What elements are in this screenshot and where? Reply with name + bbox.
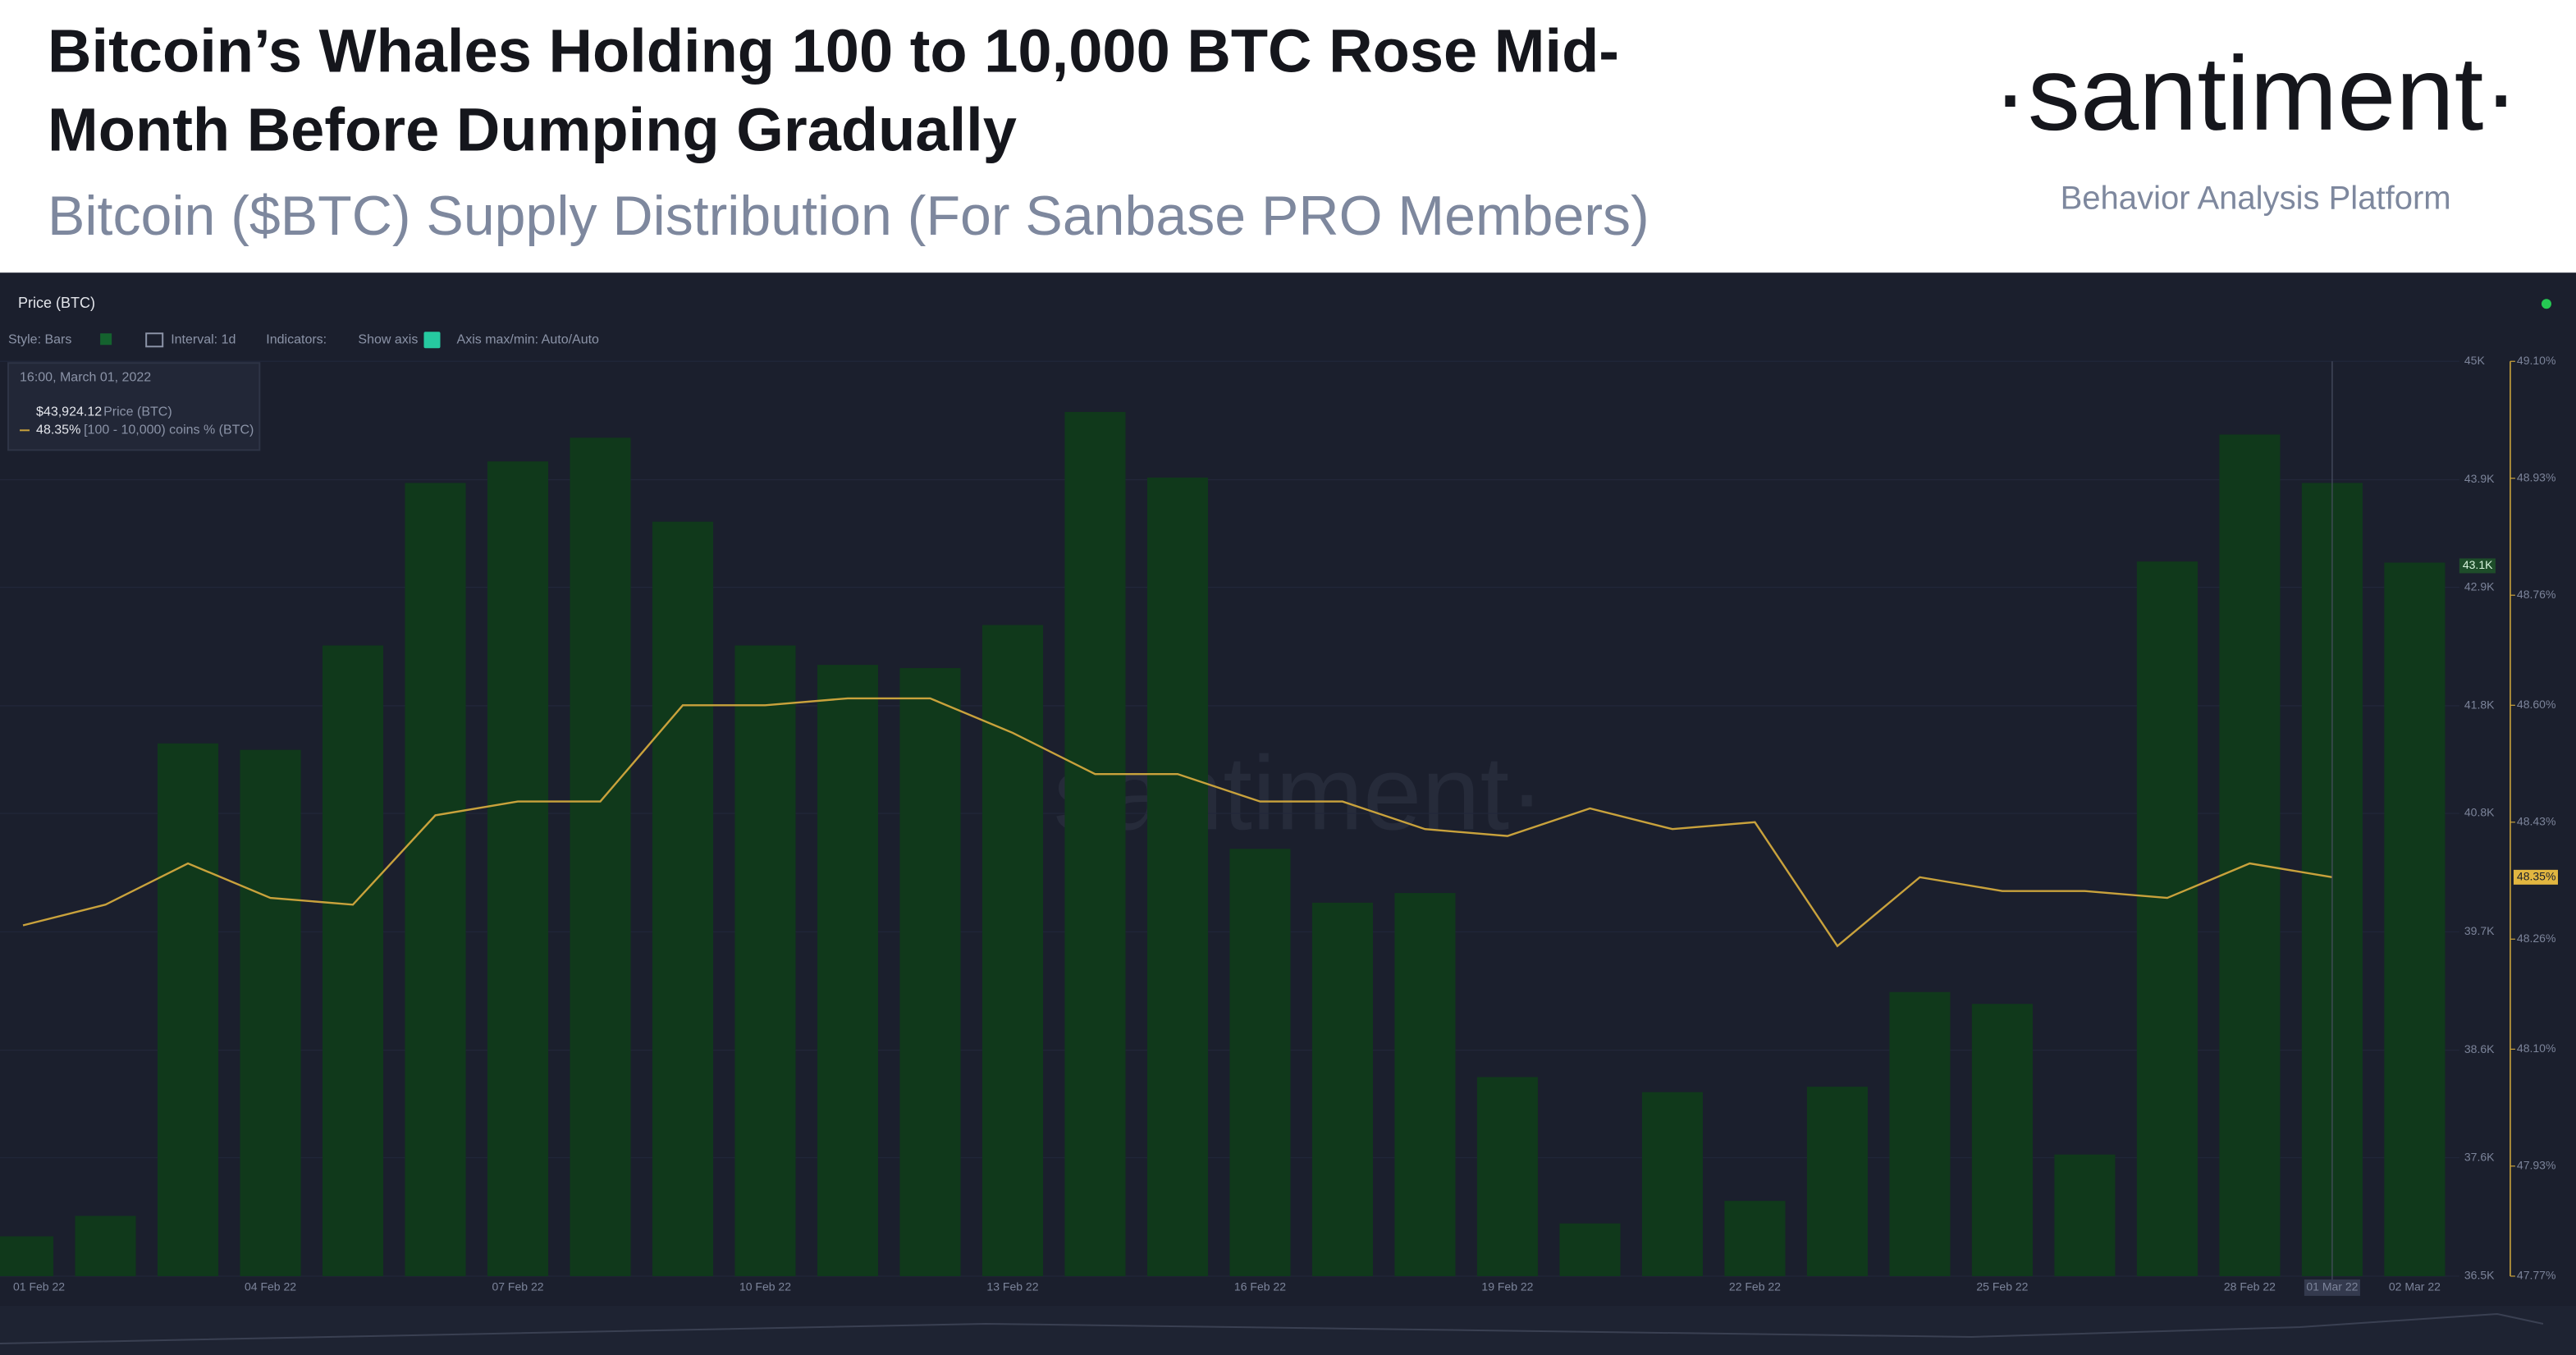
line: [22, 697, 2333, 948]
y2-tick-label: 48.10%: [2517, 1041, 2555, 1055]
bar: [1724, 1201, 1786, 1276]
navigator[interactable]: [0, 1305, 2576, 1355]
y2-tick-label: 48.93%: [2517, 470, 2555, 483]
y-tick-label: 38.6K: [2464, 1042, 2495, 1055]
y-tick-label: 39.7K: [2464, 924, 2495, 937]
bar: [2054, 1154, 2116, 1276]
tagline: Behavior Analysis Platform: [2061, 181, 2451, 217]
bar: [1971, 1004, 2033, 1276]
y2-tick-label: 48.43%: [2517, 814, 2555, 827]
bar: [652, 521, 714, 1276]
bar: [0, 1236, 54, 1276]
navigator-line: [0, 1312, 2544, 1344]
subtitle: Bitcoin ($BTC) Supply Distribution (For …: [48, 185, 1649, 247]
y-tick-label: 40.8K: [2464, 806, 2495, 819]
color-swatch[interactable]: [100, 333, 112, 346]
bar: [157, 743, 219, 1276]
y2-tick-label: 47.93%: [2517, 1159, 2555, 1172]
tooltip-price: $43,924.12: [36, 405, 102, 419]
y2-tick-label: 48.60%: [2517, 698, 2555, 711]
bar: [2219, 434, 2281, 1276]
bar: [1064, 411, 1126, 1276]
x-tick-label: 01 Mar 22: [2306, 1280, 2358, 1293]
bar: [1559, 1223, 1621, 1276]
x-tick-label: 13 Feb 22: [986, 1280, 1038, 1293]
interval-icon: [145, 332, 164, 348]
y2-tick-label: 49.10%: [2517, 354, 2555, 367]
tooltip-date: 16:00, March 01, 2022: [20, 371, 151, 385]
line-badge-bg: [2513, 869, 2558, 885]
bar: [75, 1215, 136, 1276]
bar: [1311, 902, 1373, 1276]
bar: [899, 668, 961, 1276]
header-bg: [0, 0, 2576, 273]
bar: [1394, 893, 1456, 1276]
toolbar-interval[interactable]: Interval: 1d: [171, 332, 236, 346]
x-tick-label: 25 Feb 22: [1976, 1280, 2028, 1293]
bar: [487, 461, 549, 1276]
checkbox[interactable]: [423, 332, 441, 349]
bar: [1641, 1092, 1703, 1276]
metric-label[interactable]: Price (BTC): [18, 295, 95, 311]
x-tick-label: 02 Mar 22: [2389, 1280, 2441, 1293]
x-tick-label: 04 Feb 22: [245, 1280, 296, 1293]
plot: ·santiment·45K43.9K42.9K41.8K40.8K39.7K3…: [0, 354, 2558, 1296]
y-tick-label: 37.6K: [2464, 1150, 2495, 1163]
x-tick-label: 10 Feb 22: [739, 1280, 791, 1293]
bar: [1476, 1077, 1538, 1276]
toolbar-show-axis[interactable]: Show axis: [358, 332, 418, 346]
bar: [2384, 562, 2446, 1276]
bar: [817, 665, 879, 1276]
y-tick-label: 42.9K: [2464, 579, 2495, 593]
title-line: Bitcoin’s Whales Holding 100 to 10,000 B…: [48, 17, 1619, 85]
bar: [570, 437, 631, 1276]
bar: [981, 625, 1044, 1276]
x-label-highlight: [2304, 1279, 2360, 1296]
bar: [1889, 991, 1951, 1276]
bar: [2136, 561, 2198, 1276]
x-tick-label: 01 Feb 22: [13, 1280, 65, 1293]
y2-tick-label: 47.77%: [2517, 1269, 2555, 1282]
x-tick-label: 07 Feb 22: [492, 1280, 543, 1293]
y-tick-label: 36.5K: [2464, 1269, 2495, 1282]
bar: [322, 645, 384, 1276]
x-tick-label: 28 Feb 22: [2224, 1280, 2276, 1293]
x-tick-label: 22 Feb 22: [1729, 1280, 1781, 1293]
tooltip: [7, 362, 261, 451]
bar: [734, 645, 796, 1276]
logo: ·santiment·: [1993, 35, 2519, 153]
x-tick-label: 16 Feb 22: [1234, 1280, 1286, 1293]
toolbar-axis-range[interactable]: Axis max/min: Auto/Auto: [457, 332, 600, 346]
y-tick-label: 41.8K: [2464, 698, 2495, 712]
tooltip-share: 48.35%: [36, 423, 80, 437]
x-tick-label: 19 Feb 22: [1481, 1280, 1533, 1293]
y2-tick-label: 48.26%: [2517, 932, 2555, 945]
y2-tick-label: 48.76%: [2517, 588, 2555, 601]
y-tick-label: 45K: [2464, 354, 2486, 367]
status-dot: [2541, 299, 2551, 309]
price-badge: 43.1K: [2463, 558, 2493, 571]
tooltip-share-name: [100 - 10,000) coins % (BTC): [84, 423, 254, 437]
price-badge-bg: [2459, 558, 2496, 574]
bar: [1806, 1087, 1868, 1276]
title-line: Month Before Dumping Gradually: [48, 96, 1017, 164]
y-tick-label: 43.9K: [2464, 472, 2495, 485]
toolbar-indicators[interactable]: Indicators:: [266, 332, 327, 346]
toolbar-style[interactable]: Style: Bars: [8, 332, 71, 346]
bar: [1229, 849, 1291, 1276]
line-badge: 48.35%: [2517, 870, 2555, 883]
bar: [240, 749, 301, 1276]
bar: [1146, 477, 1209, 1276]
bar: [405, 483, 466, 1276]
tooltip-price-name: Price (BTC): [103, 405, 172, 419]
